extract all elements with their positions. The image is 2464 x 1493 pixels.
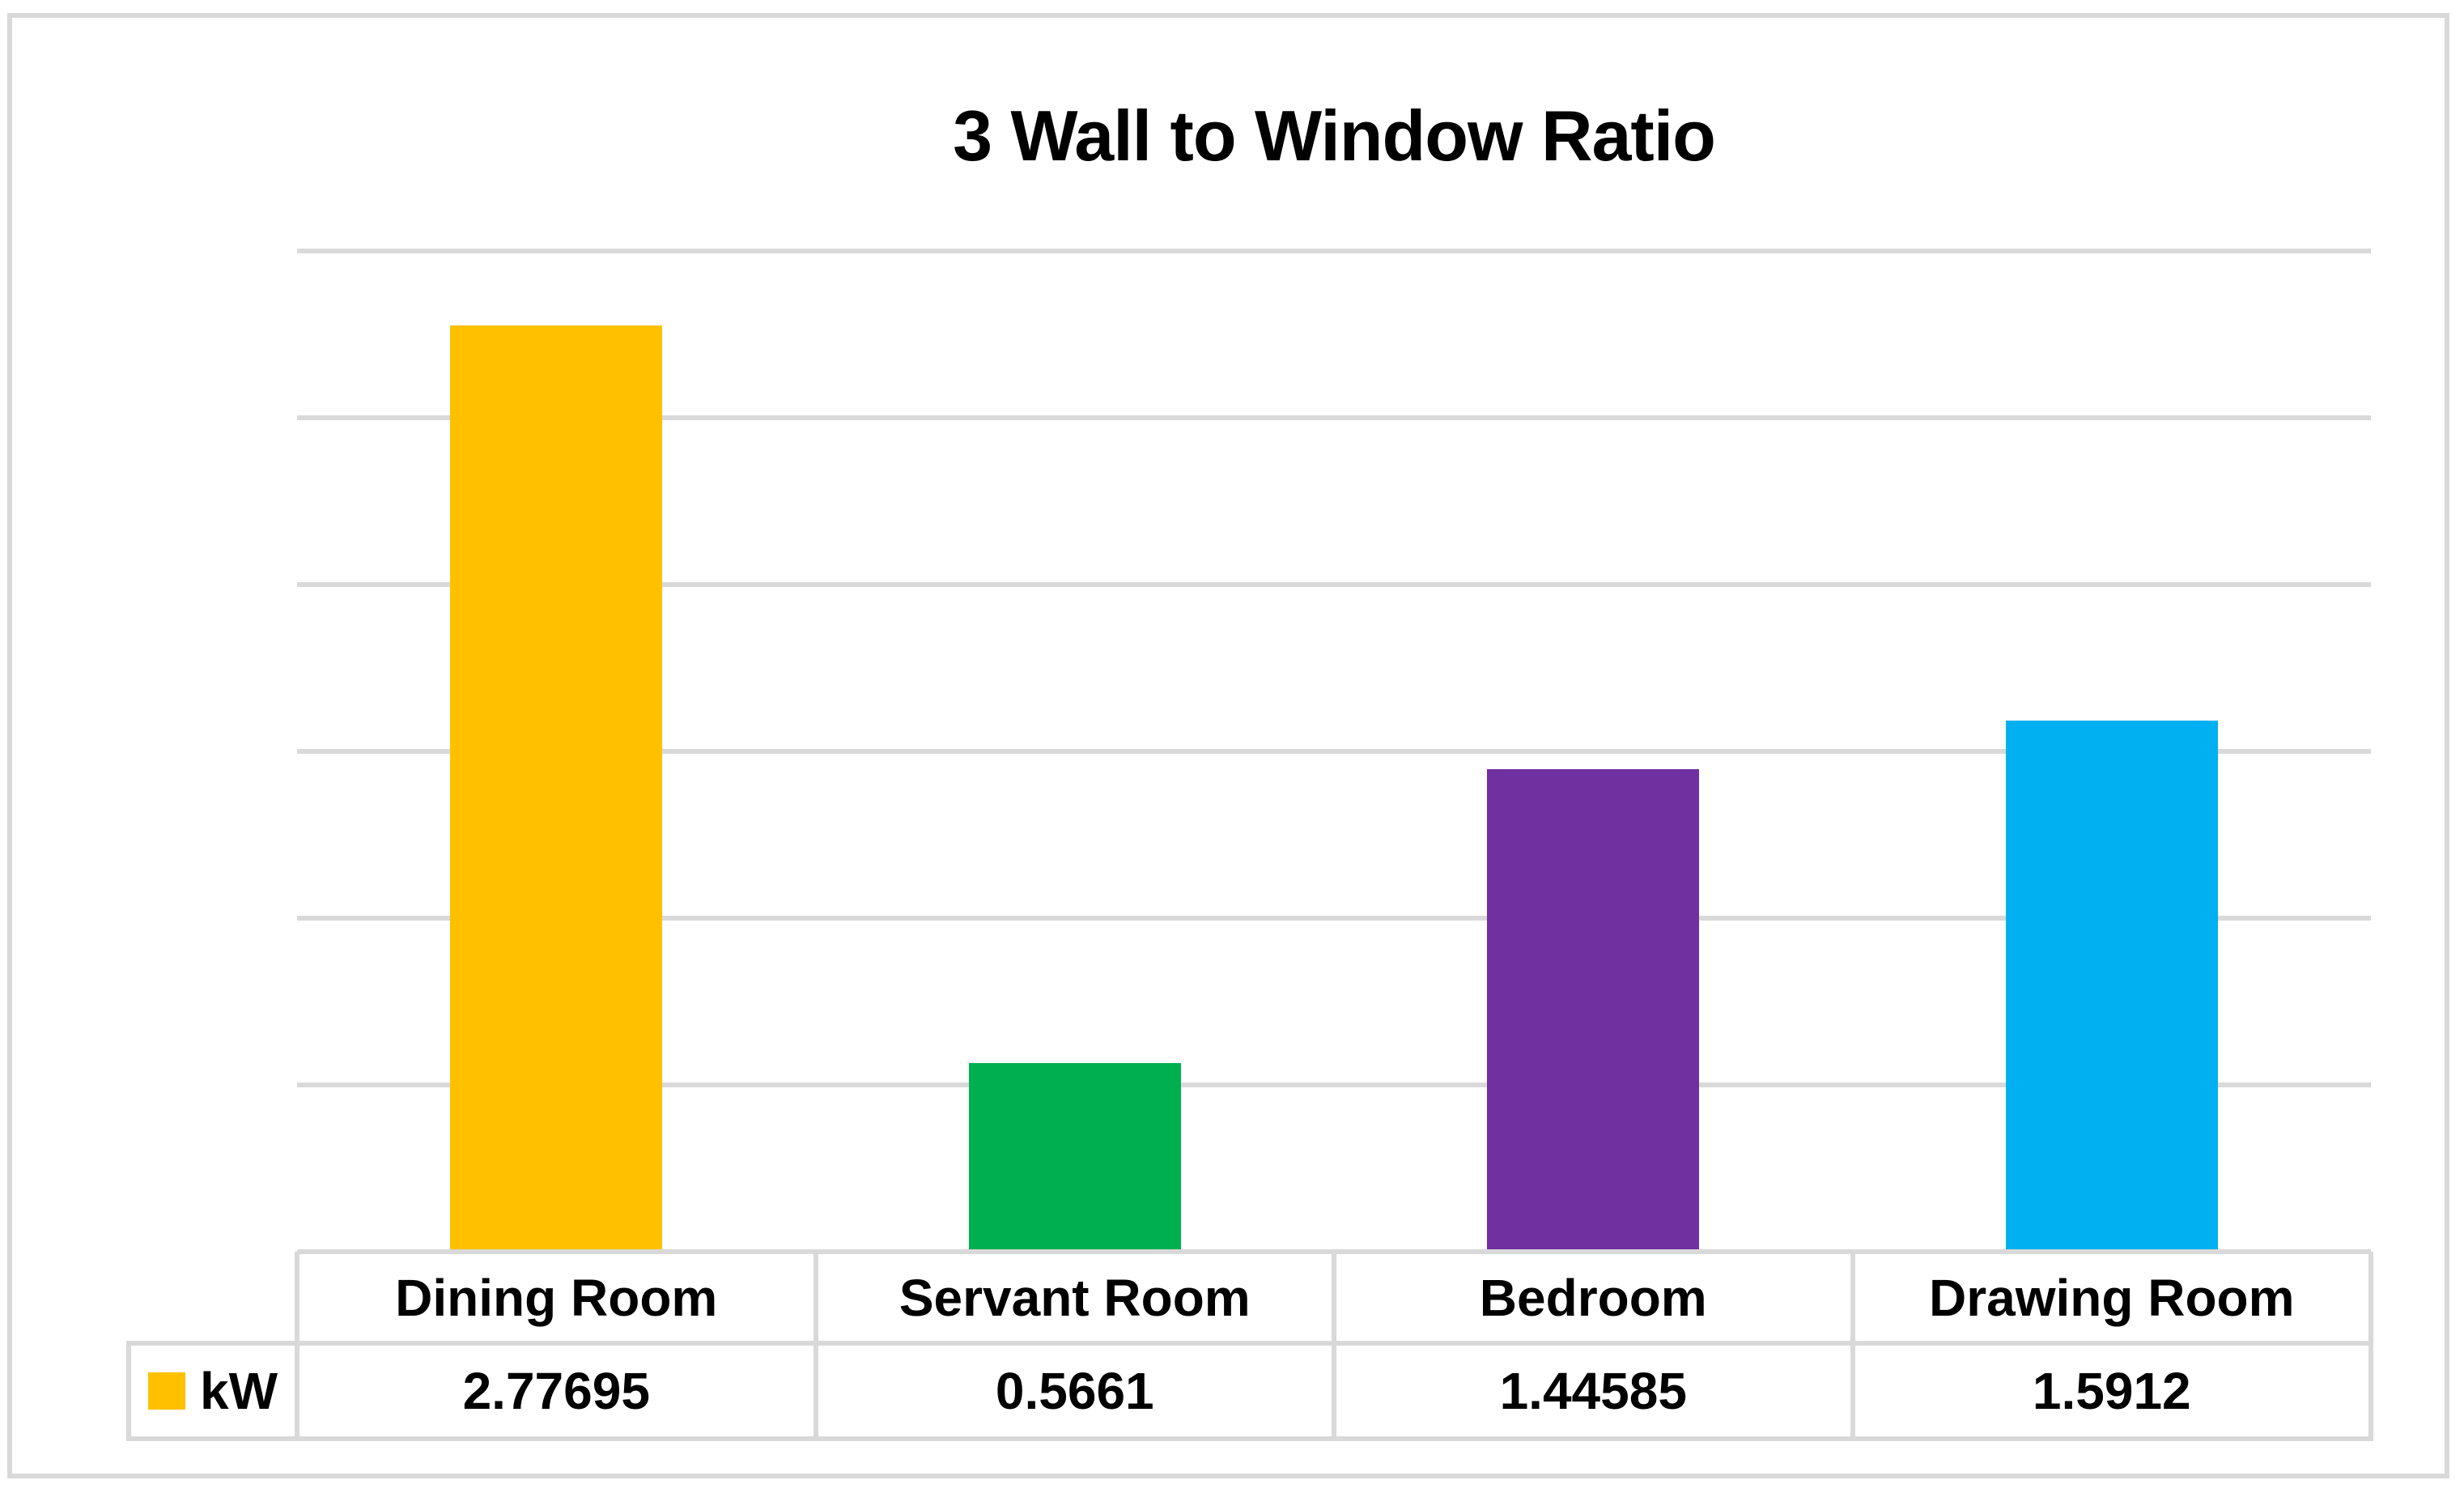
table-value-cell: 0.5661 [995, 1362, 1154, 1420]
table-header-cell: Bedroom [1479, 1268, 1707, 1327]
gridline [297, 916, 2371, 921]
chart-title: 3 Wall to Window Ratio [953, 96, 1716, 176]
table-value-cell: 1.44585 [1499, 1362, 1687, 1420]
gridline [297, 582, 2371, 587]
gridline [297, 415, 2371, 420]
table-border-line [1332, 1252, 1336, 1439]
table-border-line [295, 1252, 300, 1439]
bar-bedroom[interactable] [1487, 769, 1700, 1252]
table-value-cell: 2.77695 [462, 1362, 650, 1420]
gridline [297, 1083, 2371, 1087]
bar-drawing-room[interactable] [2005, 721, 2218, 1252]
gridline [297, 749, 2371, 754]
bar-servant-room[interactable] [968, 1062, 1181, 1252]
table-header-cell: Dining Room [395, 1268, 718, 1327]
table-header-cell: Servant Room [899, 1268, 1251, 1327]
table-border-line [2368, 1252, 2373, 1439]
table-header-cell: Drawing Room [1928, 1268, 2295, 1327]
legend-label: kW [200, 1362, 278, 1420]
legend-cell: kW [129, 1343, 297, 1439]
table-border-line [126, 1343, 131, 1439]
plot-area [297, 249, 2371, 1252]
bar-dining-room[interactable] [450, 325, 663, 1252]
table-border-line [1850, 1252, 1855, 1439]
table-border-line [126, 1436, 2373, 1441]
table-border-line [813, 1252, 818, 1439]
gridline [297, 249, 2371, 253]
table-value-cell: 1.5912 [2032, 1362, 2191, 1420]
table-border-line [126, 1341, 2373, 1346]
legend-swatch-icon [148, 1372, 185, 1410]
